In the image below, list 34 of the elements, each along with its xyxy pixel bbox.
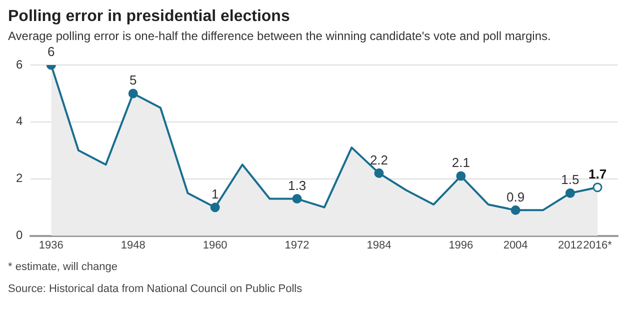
point xyxy=(210,202,220,212)
data-label: 1.7 xyxy=(588,166,607,182)
text: * estimate, will change xyxy=(8,261,118,273)
x-tick-label: 1948 xyxy=(120,239,146,252)
point xyxy=(128,88,138,98)
point xyxy=(565,188,575,198)
data-label: 1.5 xyxy=(561,172,580,188)
data-label: 1.3 xyxy=(288,178,306,193)
x-tick-label: 1936 xyxy=(38,239,64,252)
source-note: Source: Historical data from National Council on Public Polls xyxy=(8,283,304,295)
x-tick-label: 2004 xyxy=(503,239,528,252)
x-tick-label: 2012 xyxy=(558,239,582,252)
y-tick-label: 0 xyxy=(16,228,23,242)
data-label: 6 xyxy=(48,44,55,60)
data-label: 1 xyxy=(211,186,219,202)
point xyxy=(374,168,384,178)
y-tick-label: 4 xyxy=(16,114,23,128)
x-tick-label: 1960 xyxy=(202,239,228,252)
data-label: 2.2 xyxy=(370,152,388,168)
point xyxy=(456,171,466,181)
point xyxy=(510,205,520,215)
x-tick-label: 2016* xyxy=(583,239,613,252)
x-tick-label: 1996 xyxy=(448,239,474,252)
data-label: 2.1 xyxy=(452,155,470,170)
data-label: 0.9 xyxy=(506,189,525,204)
chart-title: Polling error in presidential elections xyxy=(8,8,291,26)
y-tick-label: 2 xyxy=(16,171,23,186)
x-tick-label: 1972 xyxy=(284,239,310,252)
point xyxy=(592,182,602,192)
x-tick-label: 1984 xyxy=(366,239,392,252)
y-tick-label: 6 xyxy=(16,57,23,72)
data-label: 5 xyxy=(129,72,137,88)
chart-subtitle: Average polling error is one-half the difference between the winning candidate's vote and poll margins. xyxy=(8,29,552,43)
point xyxy=(292,194,302,204)
